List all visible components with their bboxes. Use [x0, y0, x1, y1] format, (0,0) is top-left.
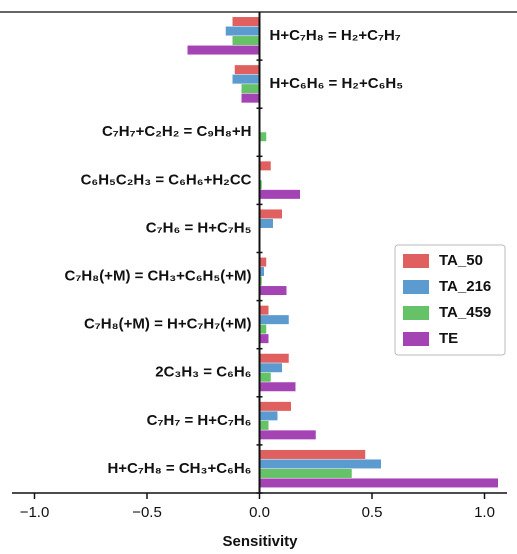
bar: [259, 315, 289, 325]
legend-box: [394, 244, 506, 356]
bar: [234, 65, 260, 75]
category-label: C₇H₈(+M) = H+C₇H₇(+M): [84, 316, 252, 333]
bar: [259, 189, 300, 199]
bar: [241, 93, 260, 103]
category-label: H+C₇H₈ = CH₃+C₆H₆: [107, 460, 251, 477]
bar: [259, 267, 264, 277]
category-label: H+C₆H₆ = H₂+C₆H₅: [270, 75, 404, 92]
bar: [259, 372, 271, 382]
bar: [259, 468, 352, 478]
x-tick-label: 0.5: [362, 504, 383, 521]
bar: [232, 17, 260, 27]
bar: [232, 74, 260, 84]
bar: [259, 401, 291, 411]
bar: [259, 449, 366, 459]
bar: [259, 180, 262, 190]
bar: [259, 353, 289, 363]
bar: [259, 161, 271, 171]
bar: [259, 132, 267, 142]
bar: [259, 334, 269, 344]
category-label: C₇H₇ = H+C₇H₆: [147, 412, 252, 429]
legend-swatch: [403, 306, 429, 320]
bar: [259, 430, 316, 440]
bar: [259, 286, 287, 296]
bar: [259, 382, 296, 392]
bar: [259, 257, 267, 267]
category-label: C₆H₅C₂H₃ = C₆H₆+H₂CC: [81, 171, 252, 188]
legend-swatch: [403, 332, 429, 346]
bar: [259, 324, 267, 334]
bar: [259, 276, 262, 286]
legend-label: TA_216: [439, 278, 491, 295]
bar: [187, 45, 260, 55]
legend-swatch: [403, 280, 429, 294]
x-tick-label: −1.0: [20, 504, 50, 521]
category-label: 2C₃H₃ = C₆H₆: [155, 364, 251, 381]
category-label: H+C₇H₈ = H₂+C₇H₇: [270, 27, 401, 44]
bar: [259, 420, 269, 430]
x-tick-label: 0.0: [249, 504, 270, 521]
bar: [259, 209, 282, 219]
x-axis-label: Sensitivity: [222, 533, 298, 550]
legend-swatch: [403, 254, 429, 268]
bar: [225, 26, 260, 36]
legend-label: TA_459: [439, 304, 491, 321]
bar: [259, 411, 278, 421]
legend-label: TA_50: [439, 252, 483, 269]
bar: [259, 478, 498, 488]
x-tick-label: −0.5: [132, 504, 162, 521]
bar: [259, 218, 273, 228]
category-label: C₇H₆ = H+C₇H₅: [146, 219, 252, 236]
bar: [259, 363, 282, 373]
bar: [259, 459, 381, 469]
legend-label: TE: [439, 330, 458, 347]
x-tick-label: 1.0: [474, 504, 495, 521]
bar: [232, 36, 260, 46]
category-label: C₇H₈(+M) = CH₃+C₆H₅(+M): [65, 268, 252, 285]
bar: [241, 84, 260, 94]
bar: [259, 305, 269, 315]
category-label: C₇H₇+C₂H₂ = C₉H₈+H: [102, 123, 252, 140]
